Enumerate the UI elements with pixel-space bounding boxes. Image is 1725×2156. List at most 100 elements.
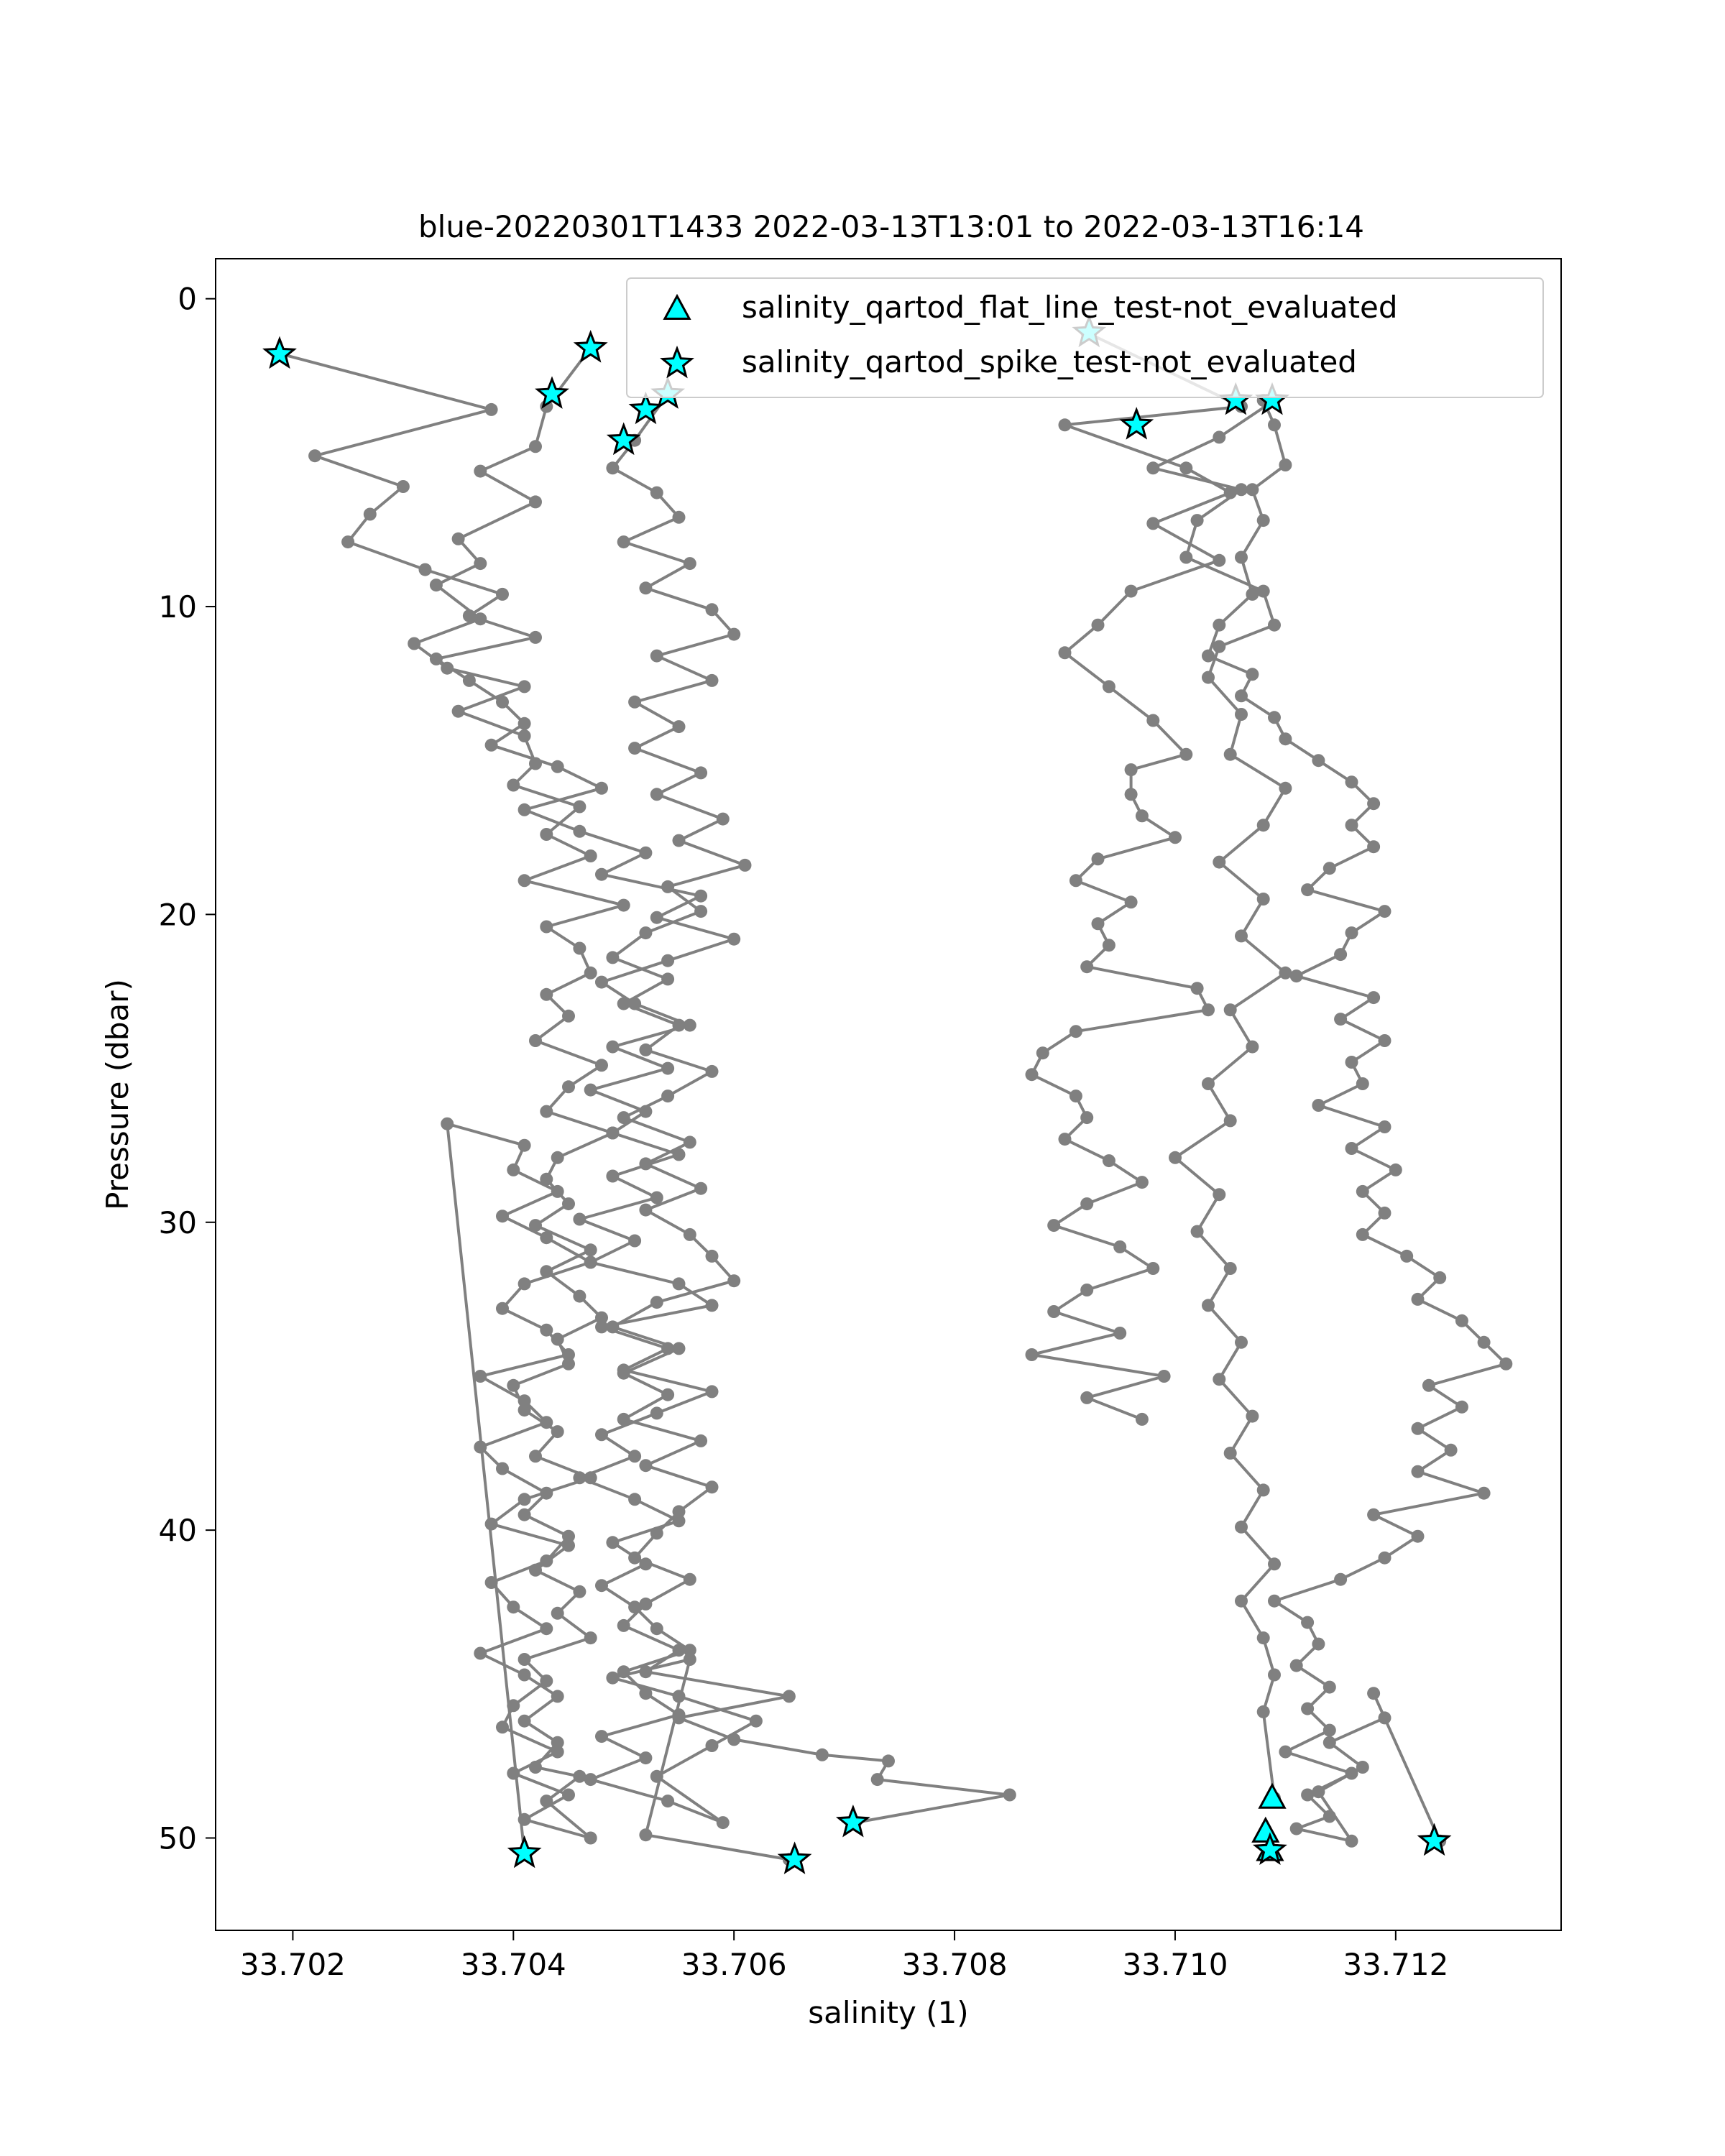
data-point xyxy=(1334,1572,1348,1586)
data-point xyxy=(1268,1594,1281,1608)
data-point xyxy=(1025,1068,1039,1082)
data-point xyxy=(1235,483,1248,497)
data-point xyxy=(628,1493,642,1506)
chart-title: blue-20220301T1433 2022-03-13T13:01 to 2… xyxy=(418,209,1364,244)
data-point xyxy=(1312,754,1325,768)
spike-flag-marker xyxy=(573,330,608,363)
spike-flag-marker xyxy=(606,422,641,456)
data-point xyxy=(496,1302,509,1315)
data-point xyxy=(363,507,377,521)
data-point xyxy=(1389,1163,1402,1176)
flat-line-flag-marker xyxy=(1251,1816,1280,1843)
data-point xyxy=(1235,1335,1248,1349)
data-point xyxy=(451,704,465,718)
data-point xyxy=(1169,1151,1182,1164)
series-layer xyxy=(275,326,1513,1866)
data-point xyxy=(1135,1412,1149,1426)
data-point xyxy=(584,966,597,980)
data-point xyxy=(1235,708,1248,721)
data-point xyxy=(529,1034,542,1047)
data-point xyxy=(882,1754,895,1768)
data-point xyxy=(462,673,476,687)
data-point xyxy=(1223,1114,1237,1128)
data-point xyxy=(617,898,630,912)
data-point xyxy=(650,649,663,663)
data-point xyxy=(606,1671,620,1685)
spike-flag-marker xyxy=(262,336,297,369)
data-point xyxy=(595,975,608,989)
data-point xyxy=(1455,1314,1468,1327)
data-point xyxy=(1322,1680,1336,1694)
y-tick-label: 0 xyxy=(178,282,197,317)
data-point xyxy=(650,1526,663,1540)
data-point xyxy=(1003,1788,1016,1802)
data-point xyxy=(584,849,597,862)
data-point xyxy=(1411,1465,1425,1478)
data-point xyxy=(308,449,322,463)
data-point xyxy=(595,1730,608,1743)
data-point xyxy=(1091,852,1105,866)
x-axis-label: salinity (1) xyxy=(808,1995,968,2030)
data-point xyxy=(1202,1299,1215,1312)
data-point xyxy=(1246,668,1259,681)
data-point xyxy=(1411,1292,1425,1306)
data-point xyxy=(562,1348,575,1361)
data-point xyxy=(639,1687,653,1700)
spike-flag-marker xyxy=(535,376,569,409)
data-point xyxy=(639,1828,653,1842)
data-point xyxy=(683,1135,696,1149)
flat-line-flag-marker xyxy=(1258,1782,1287,1809)
data-point xyxy=(1036,1046,1049,1060)
data-point xyxy=(1400,1249,1414,1263)
data-point xyxy=(650,1296,663,1309)
legend-label-flat-line: salinity_qartod_flat_line_test-not_evalu… xyxy=(742,290,1398,325)
data-point xyxy=(606,1040,620,1054)
data-point xyxy=(540,1231,553,1245)
data-point xyxy=(650,1191,663,1204)
data-point xyxy=(474,1440,487,1454)
data-point xyxy=(1301,883,1315,897)
y-tick-label: 30 xyxy=(159,1205,197,1240)
data-point xyxy=(584,1831,597,1845)
data-point xyxy=(1345,1834,1358,1848)
data-point xyxy=(518,1394,531,1408)
data-point xyxy=(650,1769,663,1783)
data-point xyxy=(484,1517,498,1531)
data-point xyxy=(1289,1659,1303,1672)
data-point xyxy=(1367,1687,1381,1700)
data-point xyxy=(1202,1003,1215,1017)
data-point xyxy=(551,1151,564,1164)
data-point xyxy=(639,1043,653,1056)
legend: salinity_qartod_flat_line_test-not_evalu… xyxy=(626,277,1544,398)
data-point xyxy=(1345,1766,1358,1780)
data-point xyxy=(507,1378,520,1392)
data-point xyxy=(518,717,531,730)
data-point xyxy=(617,1618,630,1632)
data-point xyxy=(1058,646,1072,660)
data-point xyxy=(540,920,553,934)
data-point xyxy=(518,1138,531,1152)
data-point xyxy=(551,1606,564,1620)
data-point xyxy=(1179,461,1193,475)
data-point xyxy=(1135,1176,1149,1189)
data-point xyxy=(1322,862,1336,875)
data-point xyxy=(562,1529,575,1543)
data-point xyxy=(518,1668,531,1682)
data-point xyxy=(628,742,642,755)
data-point xyxy=(672,1505,686,1519)
legend-star-marker xyxy=(660,345,694,379)
data-point xyxy=(496,695,509,709)
plot-area xyxy=(262,314,1513,1874)
data-point xyxy=(1223,1262,1237,1275)
data-point xyxy=(1113,1240,1127,1253)
data-point xyxy=(727,1733,741,1746)
data-point xyxy=(1279,966,1292,980)
data-point xyxy=(518,1653,531,1666)
y-tick-label: 40 xyxy=(159,1513,197,1548)
data-point xyxy=(606,1169,620,1183)
data-point xyxy=(1301,1702,1315,1715)
data-point xyxy=(1312,1637,1325,1651)
data-point xyxy=(551,1332,564,1346)
data-point xyxy=(1322,1723,1336,1737)
data-point xyxy=(1235,1520,1248,1534)
